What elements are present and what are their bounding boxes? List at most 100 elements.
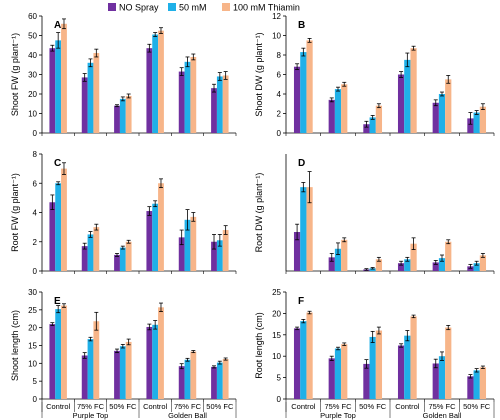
bar-F-1-1 [334, 348, 342, 399]
bar-F-1-0 [300, 321, 307, 399]
bar-A-1-5 [216, 76, 223, 133]
bar-A-2-1 [93, 53, 100, 133]
bar-E-0-2 [114, 350, 120, 399]
y-tick-label: 20 [272, 309, 281, 318]
y-tick-label: 25 [272, 288, 281, 297]
legend: NO Spray 50 mM 100 mM Thiamin [108, 3, 300, 13]
bar-D-1-5 [473, 263, 480, 271]
panel-letter: C [54, 158, 61, 169]
bar-B-1-1 [334, 89, 342, 133]
bar-E-2-0 [61, 305, 67, 399]
x-category-label: Control [291, 402, 316, 411]
bar-A-2-5 [222, 75, 229, 133]
bar-A-1-2 [119, 98, 126, 133]
y-axis-title: Root length (cm) [254, 312, 264, 379]
bar-C-0-2 [114, 254, 120, 271]
y-axis-title: Root FW (g plant⁻¹) [10, 173, 20, 252]
bar-A-0-4 [178, 71, 185, 133]
y-tick-label: 50 [28, 32, 37, 41]
y-tick-label: 0 [33, 267, 38, 276]
bar-C-2-1 [93, 227, 100, 271]
bar-F-1-4 [438, 356, 446, 399]
bar-E-2-5 [222, 359, 229, 399]
bar-B-2-1 [341, 84, 348, 133]
x-category-label: 50% FC [463, 402, 491, 411]
x-category-label: 75% FC [77, 402, 105, 411]
bar-D-1-2 [369, 268, 376, 271]
bar-B-2-3 [410, 48, 417, 133]
bar-F-2-2 [375, 330, 383, 399]
y-tick-label: 10 [272, 32, 281, 41]
y-tick-label: 2 [33, 238, 38, 247]
bar-F-0-1 [328, 358, 335, 399]
bar-A-0-2 [114, 105, 120, 133]
bar-E-2-1 [93, 321, 100, 399]
bar-F-1-5 [473, 370, 480, 399]
bar-E-0-4 [178, 366, 185, 399]
panel-C: 0 2 4 6 8 Root FW (g plant⁻¹) C [10, 150, 237, 276]
x-group-label: Golden Ball [423, 411, 462, 420]
bar-B-0-0 [293, 66, 301, 133]
bar-E-1-5 [216, 362, 223, 399]
bar-B-0-2 [363, 124, 370, 133]
bar-D-0-0 [293, 232, 301, 271]
bar-E-0-5 [211, 366, 217, 399]
x-category-label: Control [46, 402, 71, 411]
legend-swatch [168, 3, 176, 11]
bar-F-1-2 [369, 336, 376, 399]
bar-A-2-2 [125, 95, 132, 133]
x-group-label: Purple Top [320, 411, 356, 420]
bar-C-0-0 [49, 202, 56, 271]
bar-F-0-4 [432, 363, 439, 399]
panel-letter: F [298, 296, 304, 307]
y-tick-label: 15 [272, 331, 281, 340]
y-tick-label: 5 [33, 377, 38, 386]
bar-F-2-5 [479, 367, 487, 399]
bar-A-1-3 [152, 34, 159, 133]
bar-D-1-3 [404, 259, 411, 271]
bar-A-0-3 [146, 48, 153, 133]
y-tick-label: 10 [28, 110, 37, 119]
bar-A-0-1 [81, 77, 88, 133]
y-axis-title: Shoot FW (g plant⁻¹) [10, 33, 20, 116]
bar-B-0-4 [432, 102, 439, 133]
bar-E-0-3 [146, 326, 153, 399]
y-tick-label: 2 [277, 110, 282, 119]
y-tick-label: 25 [28, 306, 37, 315]
y-tick-label: 0 [277, 395, 282, 404]
y-tick-label: 60 [28, 12, 37, 21]
y-tick-label: 6 [277, 71, 282, 80]
bar-C-1-0 [55, 183, 62, 271]
y-tick-label: 30 [28, 71, 37, 80]
bar-D-1-4 [438, 258, 446, 271]
bar-E-2-3 [158, 307, 164, 399]
bar-E-1-0 [55, 309, 62, 399]
legend-label: 50 mM [179, 3, 207, 13]
x-category-label: 75% FC [428, 402, 456, 411]
bar-C-0-1 [81, 246, 88, 271]
y-tick-label: 20 [28, 324, 37, 333]
bar-B-1-0 [300, 52, 307, 134]
y-tick-label: 4 [33, 209, 38, 218]
y-tick-label: 12 [272, 12, 281, 21]
bar-B-1-3 [404, 59, 411, 133]
legend-label: 100 mM Thiamin [233, 3, 300, 13]
bar-C-1-4 [184, 219, 191, 271]
x-category-label: Control [143, 402, 168, 411]
bar-E-0-1 [81, 355, 88, 399]
bar-A-2-4 [190, 56, 197, 134]
bar-F-2-0 [306, 312, 313, 399]
bar-B-2-2 [375, 105, 383, 133]
bar-F-1-3 [404, 335, 411, 399]
bar-E-1-1 [87, 339, 94, 399]
x-group-label: Purple Top [73, 411, 109, 420]
bar-F-2-4 [445, 327, 452, 399]
bar-F-0-2 [363, 363, 370, 399]
x-category-label: 50% FC [109, 402, 137, 411]
bar-D-2-5 [479, 255, 487, 271]
bar-B-1-5 [473, 112, 480, 133]
x-category-label: 75% FC [324, 402, 352, 411]
y-tick-label: 20 [28, 90, 37, 99]
bar-B-1-4 [438, 94, 446, 133]
y-axis-title: Shoot DW (g plant⁻¹) [254, 32, 264, 116]
